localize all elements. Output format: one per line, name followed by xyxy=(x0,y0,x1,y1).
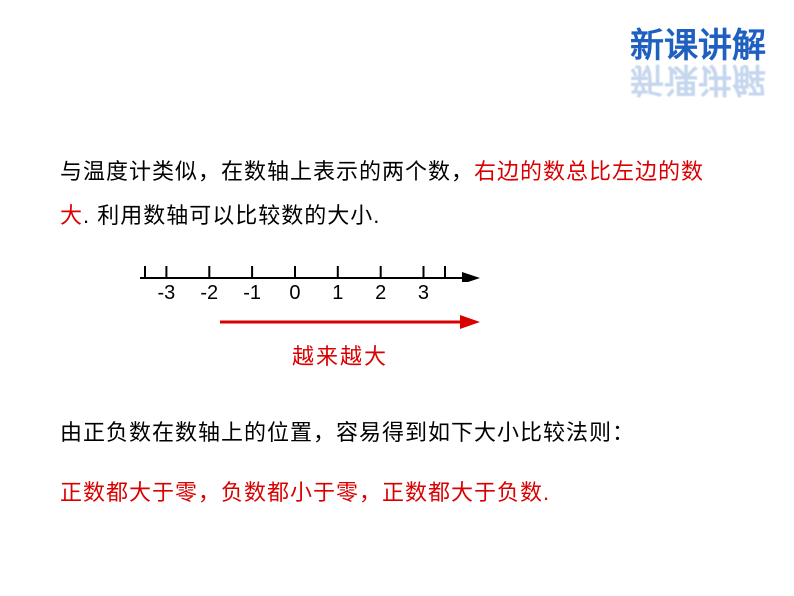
number-line-diagram: -3 -2 -1 0 1 2 3 越来越大 xyxy=(140,258,480,371)
tick-label: 1 xyxy=(316,282,359,305)
tick-label: 3 xyxy=(402,282,445,305)
content-area: 与温度计类似，在数轴上表示的两个数，右边的数总比左边的数大. 利用数轴可以比较数… xyxy=(60,150,734,507)
paragraph-2: 由正负数在数轴上的位置，容易得到如下大小比较法则： xyxy=(60,411,734,455)
tick-label: 0 xyxy=(274,282,317,305)
slide-title-reflection: 新课讲解 xyxy=(630,58,766,107)
paragraph-1: 与温度计类似，在数轴上表示的两个数，右边的数总比左边的数大. 利用数轴可以比较数… xyxy=(60,150,734,238)
number-line-labels: -3 -2 -1 0 1 2 3 xyxy=(145,282,445,305)
para1-part2: . 利用数轴可以比较数的大小. xyxy=(83,203,380,228)
number-line-axis xyxy=(140,258,480,282)
increasing-arrow xyxy=(220,313,480,331)
tick-label: 2 xyxy=(359,282,402,305)
para1-part1: 与温度计类似，在数轴上表示的两个数， xyxy=(60,159,474,184)
tick-label: -2 xyxy=(188,282,231,305)
tick-label: -1 xyxy=(231,282,274,305)
tick-label: -3 xyxy=(145,282,188,305)
comparison-rule: 正数都大于零，负数都小于零，正数都大于负数. xyxy=(60,475,734,507)
increasing-label: 越来越大 xyxy=(200,339,480,371)
